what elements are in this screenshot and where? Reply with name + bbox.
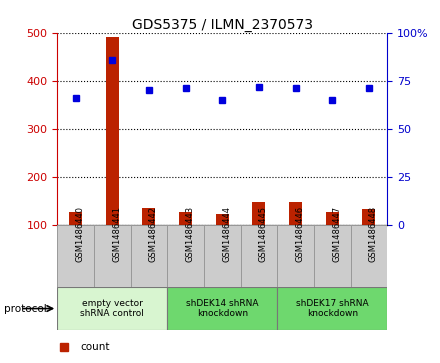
Bar	[57, 287, 167, 330]
Bar	[241, 225, 277, 287]
Text: GSM1486443: GSM1486443	[186, 206, 194, 262]
Text: empty vector
shRNA control: empty vector shRNA control	[80, 299, 144, 318]
Bar	[179, 212, 192, 273]
Text: GSM1486441: GSM1486441	[112, 206, 121, 262]
Text: shDEK14 shRNA
knockdown: shDEK14 shRNA knockdown	[186, 299, 258, 318]
Text: shDEK17 shRNA
knockdown: shDEK17 shRNA knockdown	[296, 299, 369, 318]
Text: count: count	[81, 342, 110, 352]
Bar	[363, 209, 375, 273]
Bar	[204, 225, 241, 287]
Bar	[351, 225, 387, 287]
Bar	[94, 225, 131, 287]
Bar	[69, 212, 82, 273]
Bar	[216, 215, 229, 273]
Bar	[277, 225, 314, 287]
Text: GSM1486448: GSM1486448	[369, 206, 378, 262]
Text: GSM1486446: GSM1486446	[296, 206, 304, 262]
Text: GSM1486442: GSM1486442	[149, 206, 158, 262]
Bar	[167, 287, 277, 330]
Bar	[314, 225, 351, 287]
Bar	[57, 225, 94, 287]
Bar	[167, 225, 204, 287]
Text: GSM1486444: GSM1486444	[222, 206, 231, 262]
Bar	[326, 212, 339, 273]
Text: protocol: protocol	[4, 303, 47, 314]
Text: GSM1486447: GSM1486447	[332, 206, 341, 262]
Bar	[106, 37, 119, 273]
Text: GSM1486440: GSM1486440	[76, 206, 84, 262]
Title: GDS5375 / ILMN_2370573: GDS5375 / ILMN_2370573	[132, 18, 313, 32]
Text: GSM1486445: GSM1486445	[259, 206, 268, 262]
Bar	[253, 202, 265, 273]
Bar	[131, 225, 167, 287]
Bar	[289, 202, 302, 273]
Bar	[277, 287, 387, 330]
Bar	[143, 208, 155, 273]
